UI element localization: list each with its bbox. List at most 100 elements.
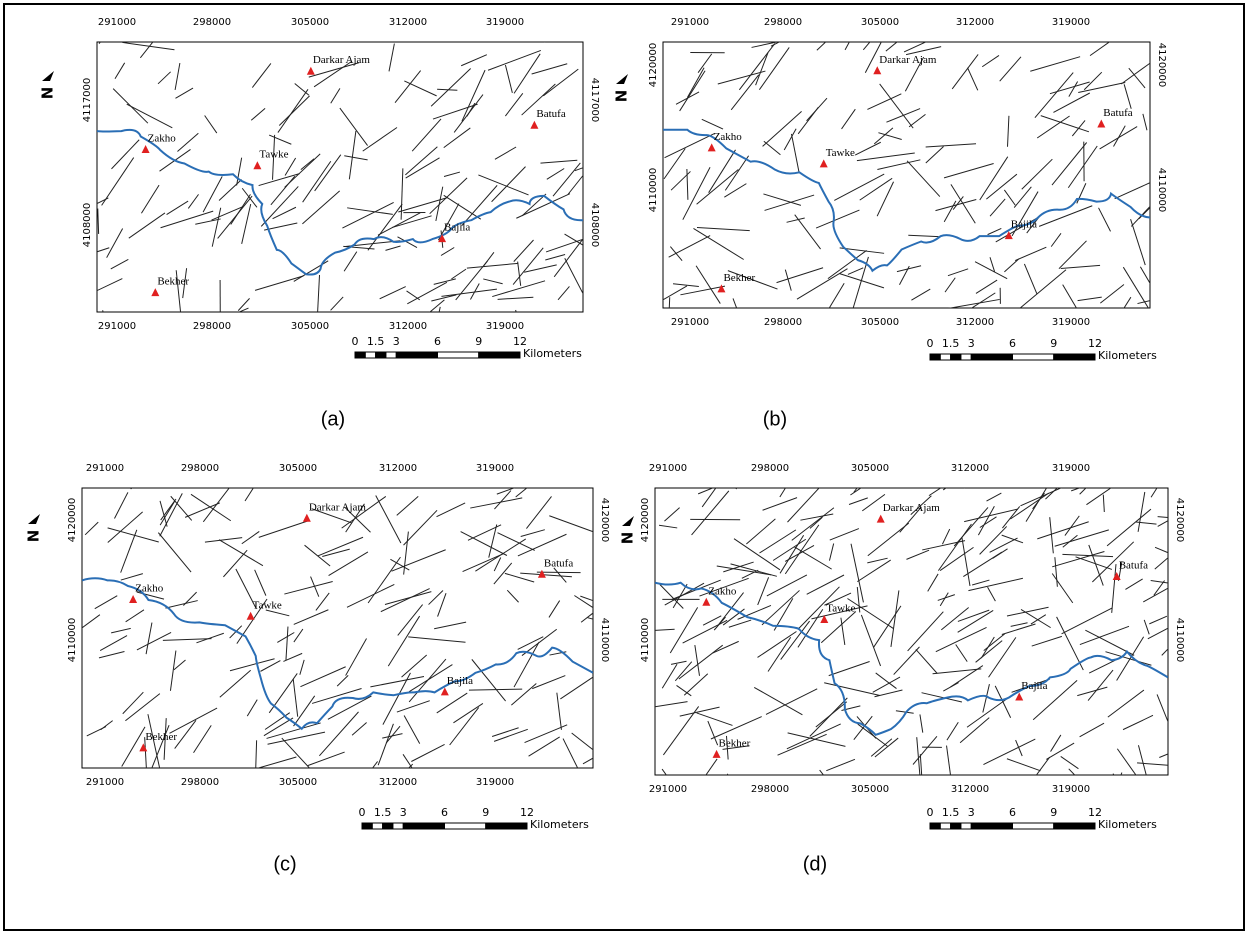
- lineament: [580, 612, 593, 623]
- lineament: [218, 539, 264, 567]
- lineament: [545, 238, 583, 253]
- lineament: [908, 234, 939, 238]
- scale-label: 0: [359, 806, 366, 819]
- lineament: [708, 149, 736, 193]
- lineament: [451, 268, 467, 280]
- lineament: [151, 724, 170, 768]
- lineament: [513, 641, 540, 688]
- scale-label: 3: [968, 806, 975, 819]
- x-tick-label: 298000: [193, 321, 231, 332]
- lineament: [872, 676, 901, 693]
- panel-caption: (c): [273, 853, 296, 875]
- lineament: [873, 127, 894, 145]
- lineament: [524, 724, 568, 744]
- lineament: [453, 94, 484, 133]
- lineament: [112, 88, 149, 124]
- lineament: [315, 592, 330, 611]
- lineament: [461, 69, 486, 122]
- scale-segment: [485, 822, 528, 830]
- lineament: [977, 506, 995, 536]
- lineament: [1128, 67, 1146, 89]
- scale-label: 1.5: [374, 806, 392, 819]
- lineament: [429, 299, 445, 312]
- lineament: [1011, 191, 1039, 237]
- lineament: [979, 526, 1008, 555]
- lineament: [255, 740, 258, 768]
- lineament: [947, 268, 969, 277]
- lineament: [655, 701, 688, 708]
- lineament: [765, 688, 818, 715]
- lineament: [398, 196, 448, 213]
- x-tick-label: 291000: [98, 17, 136, 28]
- place-label: Zakho: [135, 583, 164, 595]
- x-tick-label: 298000: [764, 17, 802, 28]
- lineament: [979, 156, 1009, 201]
- place-label: Zakho: [708, 585, 737, 597]
- lineament: [300, 666, 346, 688]
- place-marker: [717, 284, 726, 293]
- x-tick-label: 298000: [751, 784, 789, 795]
- place-label: Batufa: [536, 108, 565, 120]
- lineament: [343, 251, 358, 272]
- scale-label: 6: [434, 335, 441, 348]
- lineament: [1037, 521, 1089, 540]
- lineament: [668, 235, 711, 258]
- x-tick-label: 291000: [671, 317, 709, 328]
- lineament: [1014, 246, 1047, 262]
- lineament: [701, 118, 724, 130]
- lineament: [727, 270, 778, 290]
- scale-label: 1.5: [942, 337, 960, 350]
- lineament: [268, 134, 292, 145]
- lineament: [940, 607, 969, 631]
- place-label: Bekher: [145, 731, 177, 743]
- lineament: [254, 275, 304, 291]
- lineament: [437, 203, 460, 241]
- x-tick-label: 312000: [951, 463, 989, 474]
- lineament: [967, 67, 979, 91]
- lineament: [462, 553, 504, 572]
- lineament: [380, 588, 430, 613]
- lineament: [264, 222, 298, 231]
- lineament: [755, 52, 769, 86]
- lineament: [811, 605, 868, 620]
- lineament: [432, 103, 478, 120]
- lineament: [284, 157, 297, 176]
- lineament: [937, 594, 955, 601]
- lineament: [861, 493, 886, 512]
- lineament: [794, 214, 821, 250]
- lineament: [318, 711, 359, 757]
- lineament: [384, 591, 432, 605]
- lineament: [278, 95, 310, 126]
- x-tick-label: 291000: [86, 463, 124, 474]
- lineament: [157, 71, 171, 85]
- lineament: [528, 736, 560, 757]
- lineament: [1056, 616, 1084, 671]
- lineament: [284, 581, 333, 595]
- lineament: [441, 288, 497, 297]
- scale-label: 1.5: [367, 335, 385, 348]
- lineament: [97, 278, 123, 292]
- lineament: [344, 155, 368, 161]
- lineament: [797, 608, 824, 648]
- lineament: [394, 70, 422, 104]
- lineament: [163, 718, 167, 760]
- place-marker: [139, 743, 148, 752]
- lineament: [670, 171, 691, 191]
- lineament: [975, 640, 1003, 663]
- lineament: [787, 732, 846, 747]
- lineament: [341, 496, 387, 529]
- lineament: [877, 159, 921, 170]
- lineament: [1106, 508, 1152, 547]
- lineament: [272, 206, 297, 220]
- lineament: [304, 544, 331, 567]
- lineament: [258, 173, 300, 187]
- lineament: [1050, 233, 1062, 247]
- lineament: [870, 738, 893, 757]
- north-label: N: [613, 90, 631, 103]
- lineament: [562, 738, 579, 768]
- place-marker: [1004, 231, 1013, 240]
- lineament: [1088, 544, 1104, 586]
- scale-segment: [354, 351, 366, 359]
- lineament: [493, 728, 528, 742]
- x-tick-label: 298000: [181, 777, 219, 788]
